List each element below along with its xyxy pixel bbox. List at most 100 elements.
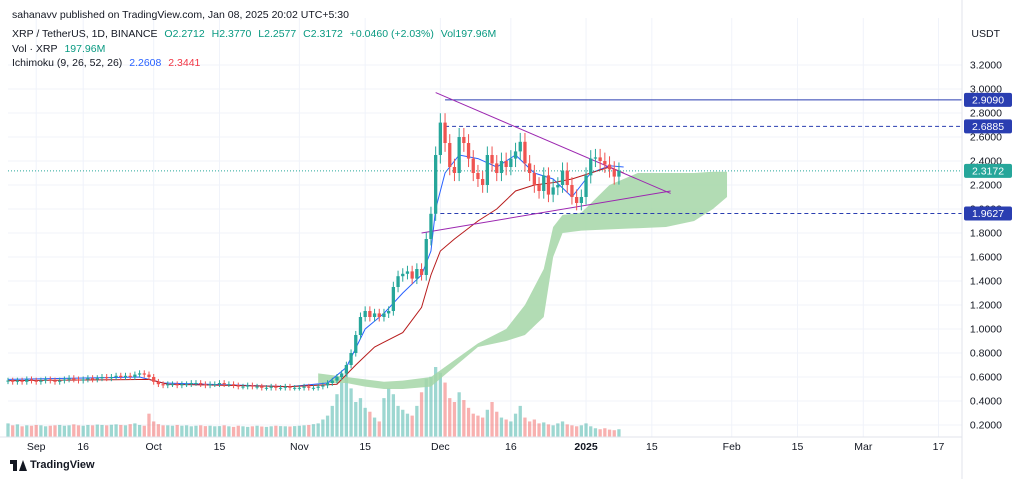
volume-bar	[551, 425, 555, 437]
candle-body	[377, 313, 381, 317]
triangle-upper-line	[435, 92, 671, 194]
candle-body	[354, 335, 358, 353]
volume-bar	[570, 425, 574, 437]
ichimoku-label: Ichimoku (9, 26, 52, 26)	[12, 57, 123, 69]
conversion-line	[7, 154, 624, 388]
candle-body	[401, 273, 405, 277]
candle-body	[617, 170, 621, 177]
volume-bar	[335, 394, 339, 437]
volume-bar	[466, 407, 471, 437]
volume-bar	[593, 428, 598, 437]
candle-body	[90, 378, 95, 380]
volume-bar	[391, 394, 396, 437]
volume-bar	[307, 424, 311, 437]
ichimoku-cloud	[318, 171, 728, 389]
candle-body	[462, 137, 466, 143]
candle-body	[537, 185, 541, 191]
volume-bar	[574, 426, 579, 437]
low-value: L2.2577	[258, 28, 297, 40]
volume-bar	[617, 429, 621, 437]
volume-bar	[363, 407, 367, 437]
volume-bar	[434, 367, 438, 437]
volume-bar	[358, 398, 363, 437]
candle-body	[528, 163, 532, 173]
volume-bar	[199, 425, 203, 437]
ichimoku-lines	[7, 154, 624, 388]
candle-body	[452, 167, 457, 173]
volume-bar	[297, 425, 302, 437]
candle-body	[114, 375, 118, 377]
x-tick-label: 15	[214, 441, 226, 453]
candle-body	[589, 158, 593, 176]
candle-body	[499, 161, 504, 173]
candle-body	[72, 378, 76, 380]
candle-body	[476, 173, 480, 179]
candle-body	[434, 155, 438, 214]
volume-bar	[396, 405, 400, 437]
candle-body	[15, 380, 20, 382]
volume-bar	[227, 426, 231, 437]
tradingview-logo-icon	[10, 459, 27, 471]
volume-bar	[589, 426, 593, 437]
x-tick-label: Mar	[854, 441, 873, 453]
candle-body	[372, 313, 377, 317]
volume-bar	[241, 426, 245, 437]
volume-bar	[255, 425, 259, 437]
volume-bar	[429, 376, 433, 437]
volume-bar	[269, 426, 273, 437]
candle-body	[213, 384, 217, 386]
candle-body	[142, 373, 146, 375]
candle-body	[283, 386, 287, 388]
candle-body	[236, 385, 240, 387]
volume-bar	[612, 430, 616, 437]
volume-bar	[119, 424, 123, 437]
volume-bar	[495, 411, 499, 437]
currency-label[interactable]: USDT	[971, 28, 1000, 40]
change-value: +0.0460 (+2.03%)	[349, 28, 434, 40]
volume-bar	[250, 426, 255, 437]
candle-body	[128, 375, 132, 377]
volume-bar	[377, 421, 381, 437]
x-tick-label: 17	[933, 441, 945, 453]
x-tick-label: 2025	[574, 441, 598, 453]
candle-body	[260, 386, 264, 388]
candle-body	[405, 271, 410, 274]
volume-bar	[43, 426, 48, 437]
candle-body	[570, 185, 574, 197]
volume-bar	[476, 415, 480, 437]
volume-bar	[419, 392, 424, 437]
level-tag-label: 1.9627	[972, 208, 1004, 220]
time-axis: Sep 16 Oct 15 Nov 15 Dec 16 2025 15 Feb 15 Mar 17	[0, 436, 962, 453]
candle-body	[325, 383, 330, 386]
volume-bar	[53, 425, 57, 437]
close-value: C2.3172	[303, 28, 343, 40]
candle-body	[344, 365, 349, 374]
volume-bar	[485, 409, 489, 437]
volume-bar	[490, 402, 494, 437]
candle-body	[415, 269, 419, 279]
candle-body	[335, 377, 339, 381]
candle-body	[481, 179, 485, 185]
candle-body	[574, 197, 579, 203]
volume-bar	[213, 426, 217, 437]
candle-body	[471, 158, 475, 173]
volume-bar	[354, 402, 358, 437]
volume-legend: Vol · XRP 197.96M	[12, 43, 109, 55]
volume-bar	[246, 426, 250, 437]
volume-bar	[387, 388, 391, 437]
candle-body	[53, 380, 57, 382]
volume-bar	[58, 424, 62, 437]
volume-bar	[321, 419, 325, 437]
candle-body	[551, 187, 555, 195]
volume-bar	[401, 409, 405, 437]
volume-bar	[410, 415, 414, 437]
ichimoku-base-value: 2.3441	[168, 57, 201, 69]
candle-body	[147, 374, 151, 377]
high-value: H2.3770	[211, 28, 252, 40]
candle-body	[133, 374, 137, 377]
candle-body	[593, 157, 598, 159]
candle-body	[227, 384, 231, 386]
candle-body	[175, 384, 179, 386]
candle-body	[76, 379, 81, 381]
